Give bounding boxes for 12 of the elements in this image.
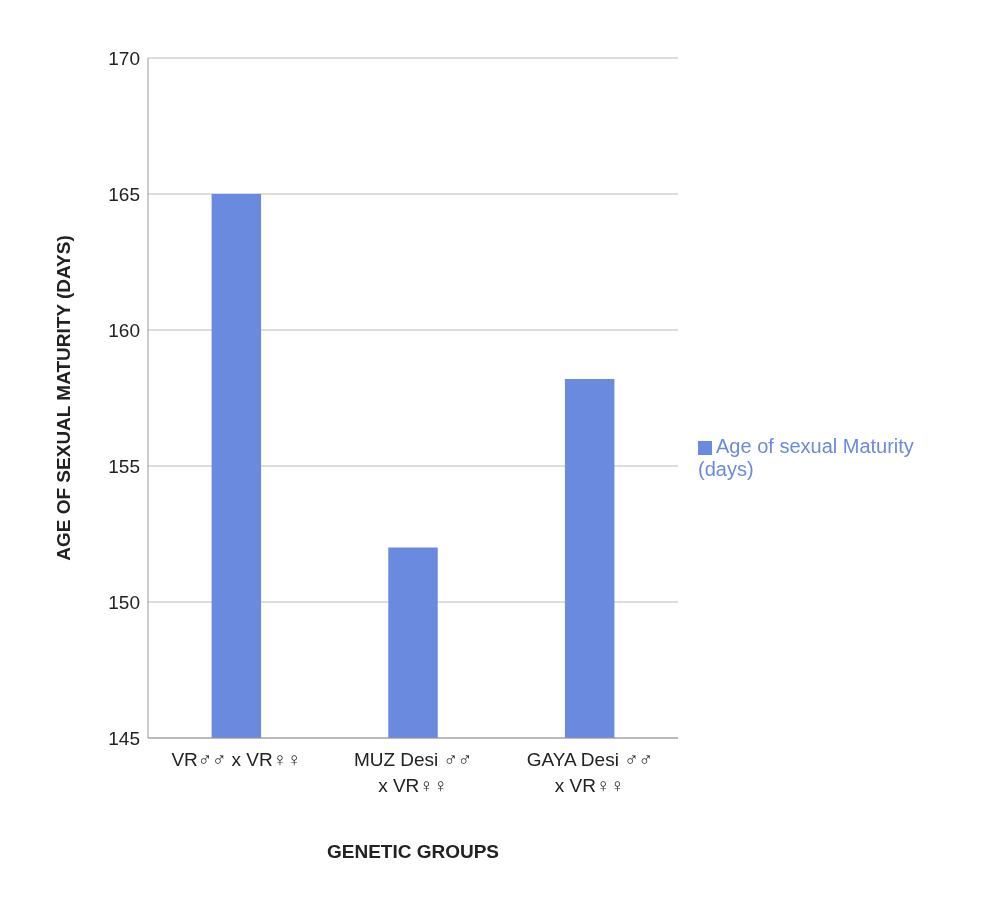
x-axis-title: GENETIC GROUPS [326,841,500,862]
x-tick-label: VR♂♂ x VR♀♀ [171,749,302,770]
x-tick-label: GAYA Desi ♂♂ x VR♀♀ [526,749,653,796]
y-tick-label: 155 [108,455,140,477]
x-tick-label: MUZ Desi ♂♂ x VR♀♀ [353,749,473,796]
y-tick-label: 170 [108,47,140,69]
y-tick-label: 165 [108,183,140,205]
legend-label: Age of sexual Maturity (days) [698,435,914,480]
y-tick-label: 145 [108,727,140,749]
y-axis-title: AGE OF SEXUAL MATURITY (DAYS) [52,235,74,561]
y-tick-label: 150 [108,591,140,613]
y-tick-label: 160 [108,319,140,341]
